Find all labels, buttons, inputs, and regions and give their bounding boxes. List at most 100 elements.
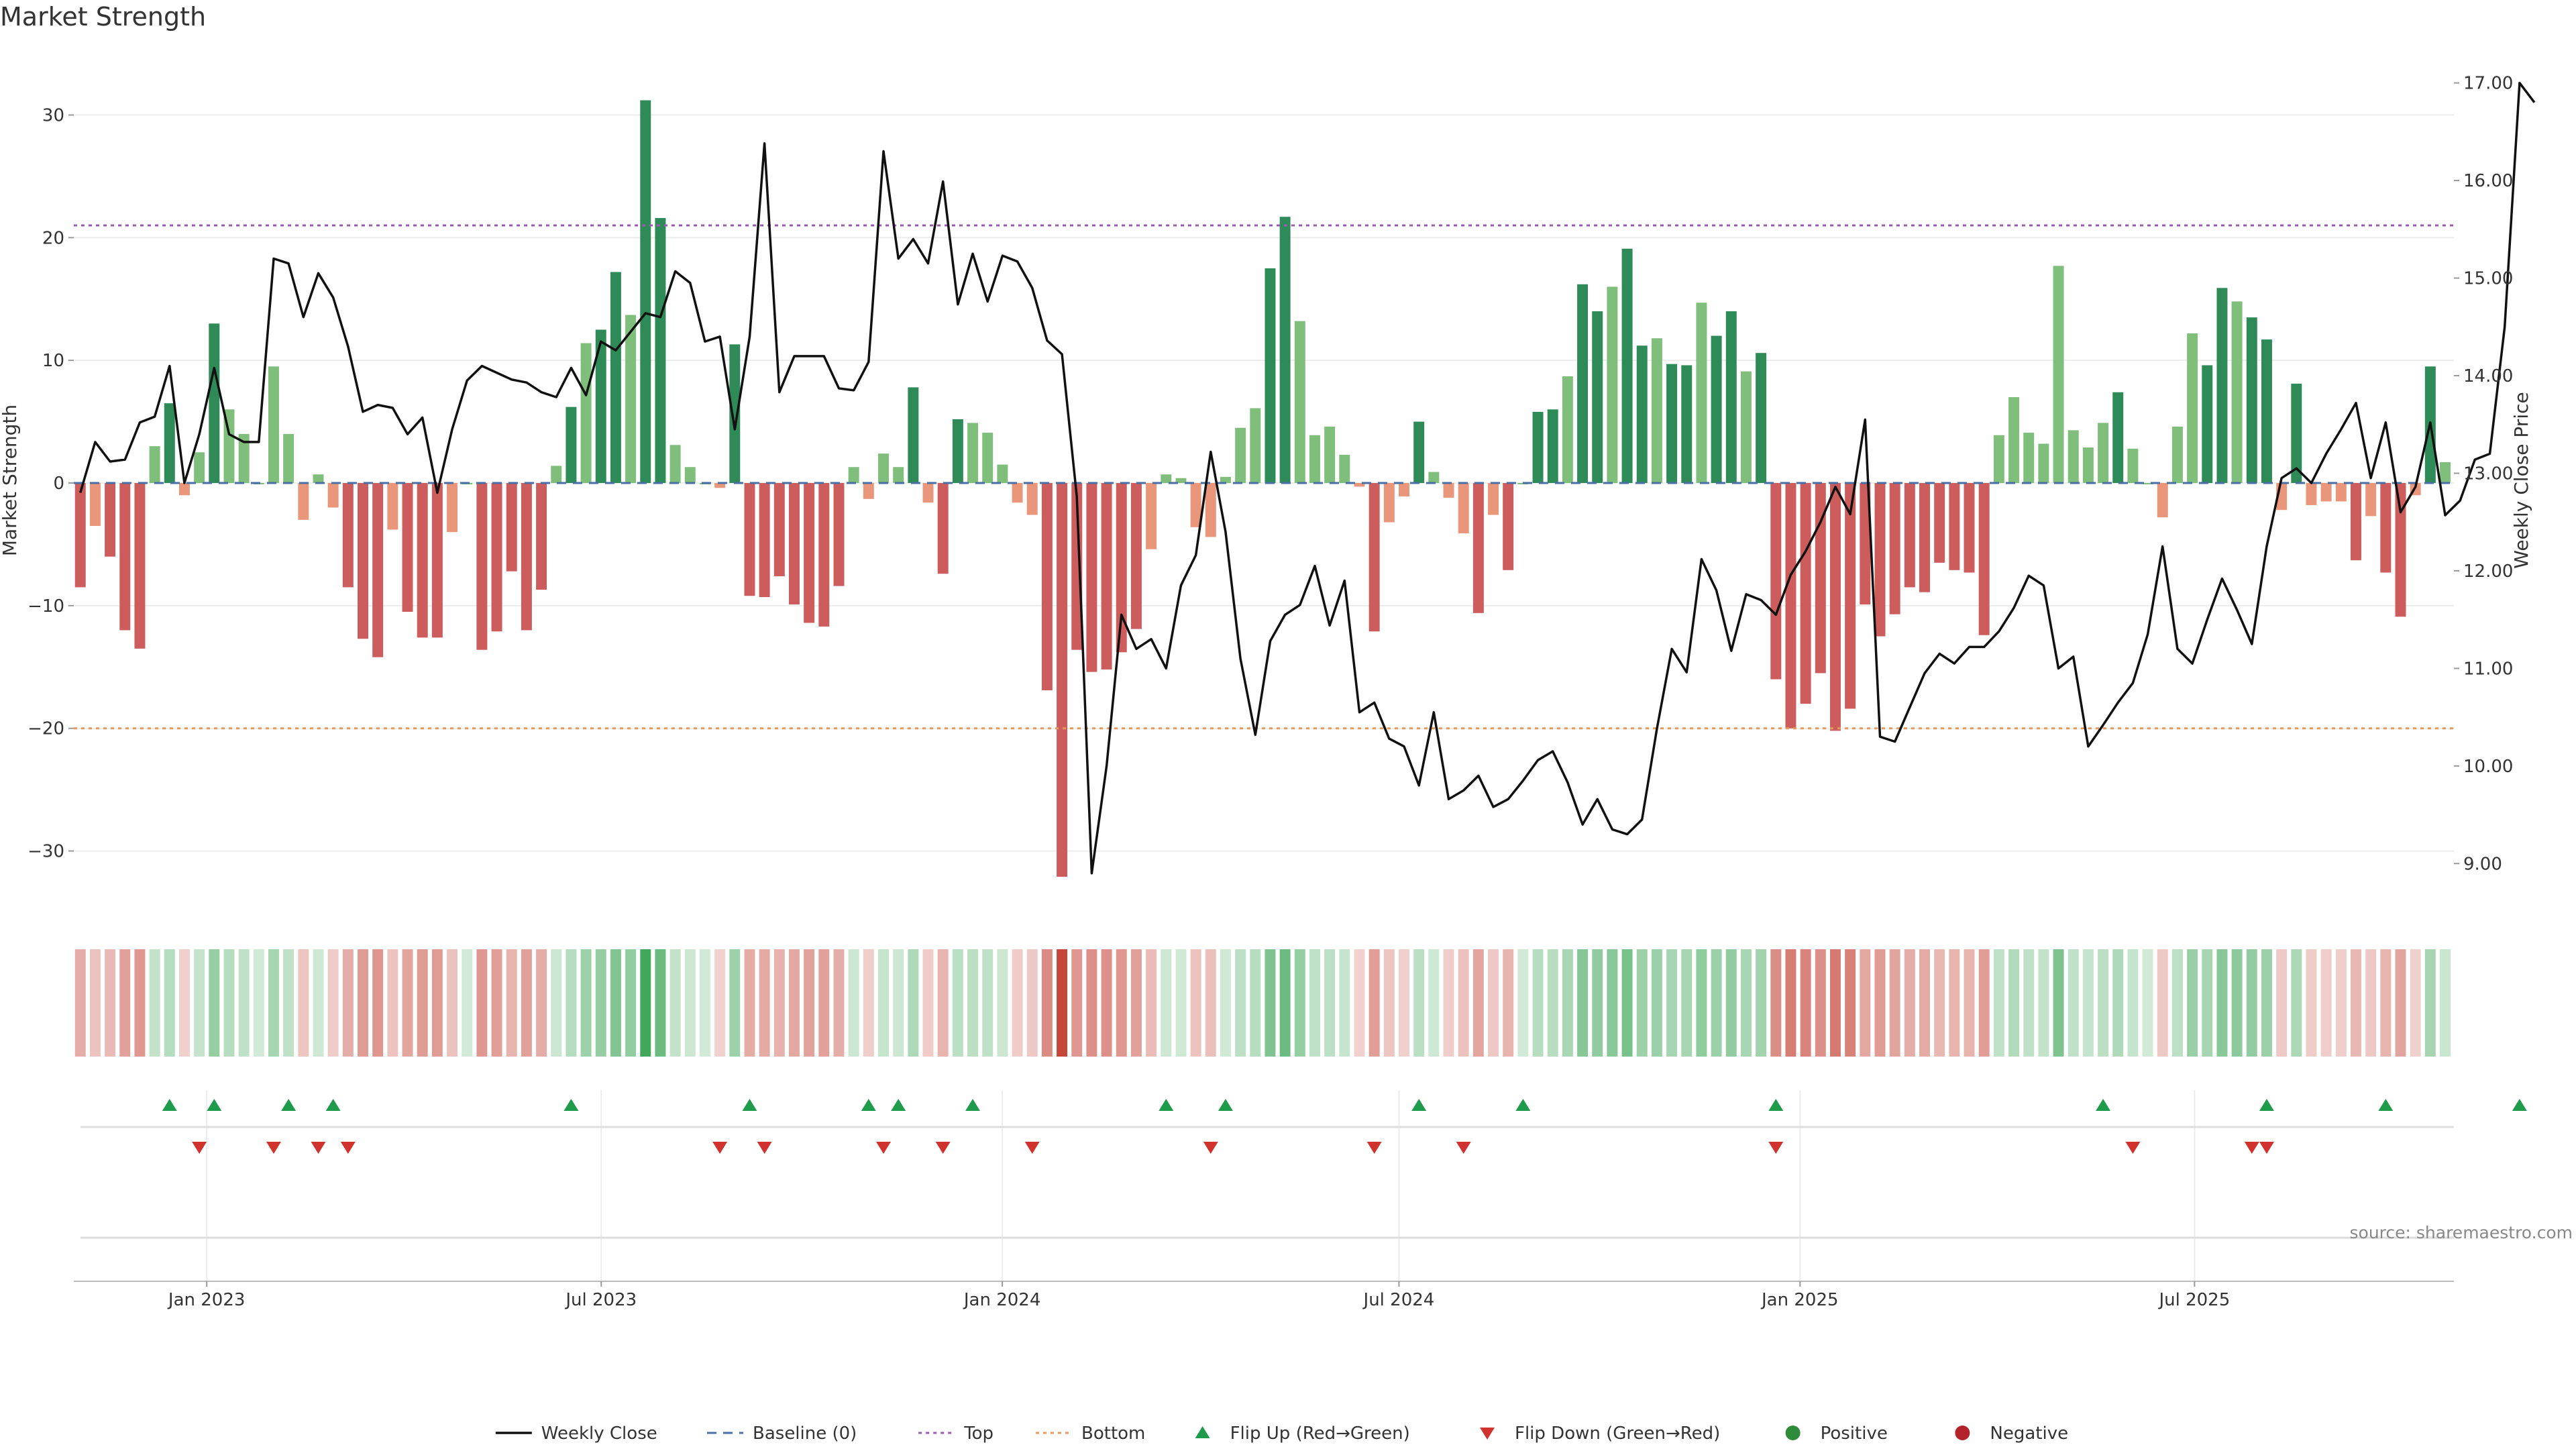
strength-bar	[1577, 284, 1589, 483]
strength-bar	[1472, 483, 1484, 613]
strength-bar	[1309, 435, 1320, 483]
ribbon-cell	[1354, 949, 1365, 1057]
ribbon-cell	[2291, 949, 2302, 1057]
flip-down-marker	[340, 1142, 356, 1154]
flip-down-marker	[2244, 1142, 2259, 1154]
ribbon-cell	[327, 949, 339, 1057]
strength-bar	[1993, 435, 2004, 483]
ribbon-cell	[1428, 949, 1440, 1057]
legend-label: Negative	[1990, 1424, 2068, 1444]
strength-bar	[1964, 483, 1975, 573]
flip-up-marker	[1159, 1099, 1174, 1111]
strength-bar	[1101, 483, 1112, 669]
legend-item: Positive	[1785, 1424, 1888, 1444]
strength-bar	[1012, 483, 1023, 503]
x-tick-label: Jan 2024	[963, 1290, 1041, 1310]
strength-bar	[1800, 483, 1811, 704]
strength-bar	[2202, 365, 2213, 483]
strength-bar	[2053, 266, 2064, 483]
strength-bar	[1175, 478, 1187, 483]
ribbon-cell	[447, 949, 458, 1057]
ribbon-cell	[699, 949, 710, 1057]
strength-bar	[551, 466, 562, 483]
strength-bar	[119, 483, 131, 631]
strength-bar	[1339, 454, 1350, 483]
ribbon-cell	[2038, 949, 2049, 1057]
legend-label: Weekly Close	[541, 1424, 657, 1444]
strength-bar	[1428, 472, 1440, 483]
weekly-close-line	[79, 81, 2536, 875]
close-line-layer	[79, 81, 2536, 875]
ribbon-cell	[2276, 949, 2288, 1057]
strength-bar	[1740, 371, 1752, 483]
ribbon-cell	[358, 949, 368, 1057]
strength-bar	[209, 323, 220, 483]
ribbon-cell	[1964, 949, 1975, 1057]
strength-bar	[1829, 483, 1841, 731]
strength-bar	[2023, 433, 2035, 483]
y-tick-label: 30	[42, 105, 64, 125]
strength-bar	[1130, 483, 1142, 629]
strength-bar	[952, 419, 963, 483]
ribbon-cell	[566, 949, 577, 1057]
ribbon-cell	[194, 949, 205, 1057]
ribbon-cell	[2068, 949, 2079, 1057]
ribbon-cell	[1607, 949, 1618, 1057]
ribbon-cell	[1711, 949, 1722, 1057]
ribbon-cell	[1250, 949, 1261, 1057]
ribbon-cell	[298, 949, 309, 1057]
y-tick-label: 10	[42, 351, 64, 371]
flip-up-marker	[2378, 1099, 2394, 1111]
strength-bar	[149, 446, 160, 483]
ribbon-cell	[2023, 949, 2035, 1057]
strength-bar	[2231, 301, 2243, 483]
ribbon-cell	[2053, 949, 2064, 1057]
strength-bar	[1919, 483, 1930, 592]
strength-bar	[238, 433, 250, 483]
ribbon-cell	[223, 949, 235, 1057]
ribbon-cell	[744, 949, 755, 1057]
ribbon-cell	[1368, 949, 1380, 1057]
ribbon-cell	[1071, 949, 1083, 1057]
y2-axis-label: Weekly Close Price	[2510, 392, 2532, 568]
legend-dot-swatch	[1785, 1426, 1801, 1440]
ribbon-cell	[164, 949, 175, 1057]
strength-bar	[1399, 483, 1409, 497]
flip-up-marker	[2096, 1099, 2111, 1111]
ribbon-cell	[952, 949, 963, 1057]
strength-bar	[1756, 353, 1767, 483]
ribbon-cell	[1621, 949, 1633, 1057]
strength-ribbon	[74, 949, 2451, 1057]
ribbon-cell	[506, 949, 517, 1057]
ribbon-cell	[2187, 949, 2198, 1057]
strength-bar	[2142, 483, 2153, 484]
ribbon-cell	[89, 949, 101, 1057]
reference-lines	[74, 224, 2454, 730]
strength-bar	[863, 483, 874, 499]
y-tick-label: 0	[53, 474, 64, 494]
strength-bar	[610, 272, 621, 483]
strength-bar	[1041, 483, 1053, 691]
ribbon-cell	[431, 949, 443, 1057]
ribbon-cell	[863, 949, 874, 1057]
ribbon-cell	[1116, 949, 1127, 1057]
strength-bar	[759, 483, 770, 598]
strength-bar	[1265, 268, 1276, 483]
ribbon-cell	[149, 949, 160, 1057]
ribbon-cell	[729, 949, 741, 1057]
ribbon-cell	[342, 949, 354, 1057]
ribbon-cell	[209, 949, 220, 1057]
strength-bar	[580, 343, 592, 483]
ribbon-cell	[1413, 949, 1425, 1057]
strength-bar	[2395, 483, 2406, 617]
ribbon-cell	[1383, 949, 1395, 1057]
strength-bar	[417, 483, 428, 638]
ribbon-cell	[908, 949, 919, 1057]
strength-bar	[893, 467, 904, 483]
strength-bar	[89, 483, 101, 526]
ribbon-cell	[2306, 949, 2317, 1057]
strength-bar	[1785, 483, 1796, 729]
strength-bar	[178, 483, 190, 496]
strength-bar	[2112, 392, 2124, 483]
strength-bar	[788, 483, 800, 605]
